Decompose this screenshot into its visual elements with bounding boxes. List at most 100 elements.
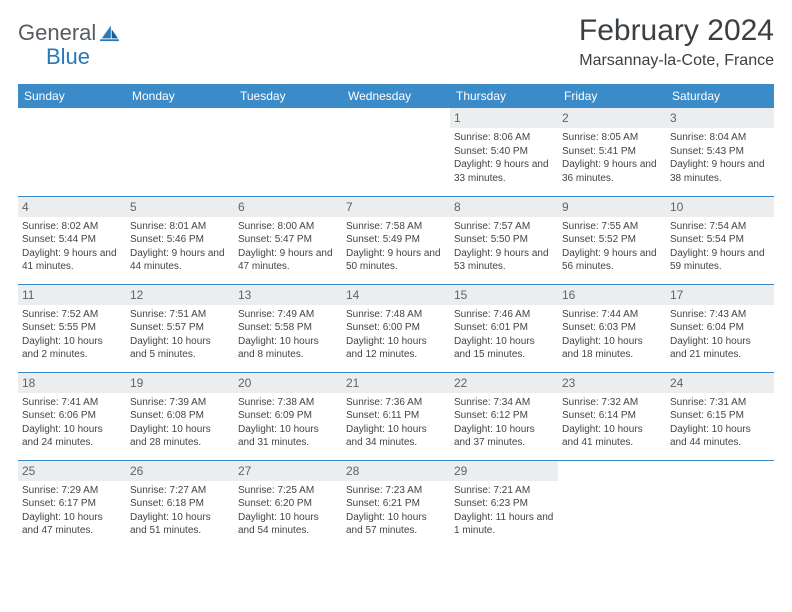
sunset-line: Sunset: 6:17 PM bbox=[22, 497, 122, 511]
sunrise-line: Sunrise: 7:27 AM bbox=[130, 484, 230, 498]
sunrise-line: Sunrise: 8:00 AM bbox=[238, 220, 338, 234]
sunrise-line: Sunrise: 8:04 AM bbox=[670, 131, 770, 145]
daylight-line: Daylight: 10 hours and 37 minutes. bbox=[454, 423, 554, 450]
brand-word-1: General bbox=[18, 20, 96, 46]
calendar-day-cell: 9Sunrise: 7:55 AMSunset: 5:52 PMDaylight… bbox=[558, 196, 666, 284]
weekday-header: Tuesday bbox=[234, 84, 342, 108]
sunset-line: Sunset: 5:49 PM bbox=[346, 233, 446, 247]
daylight-line: Daylight: 9 hours and 38 minutes. bbox=[670, 158, 770, 185]
calendar-day-cell: 24Sunrise: 7:31 AMSunset: 6:15 PMDayligh… bbox=[666, 372, 774, 460]
daylight-line: Daylight: 10 hours and 24 minutes. bbox=[22, 423, 122, 450]
sunrise-line: Sunrise: 7:54 AM bbox=[670, 220, 770, 234]
sunset-line: Sunset: 6:00 PM bbox=[346, 321, 446, 335]
sunrise-line: Sunrise: 7:55 AM bbox=[562, 220, 662, 234]
sunset-line: Sunset: 5:54 PM bbox=[670, 233, 770, 247]
sunset-line: Sunset: 5:57 PM bbox=[130, 321, 230, 335]
brand-logo: General bbox=[18, 20, 122, 46]
sunrise-line: Sunrise: 7:43 AM bbox=[670, 308, 770, 322]
day-number: 28 bbox=[342, 461, 450, 481]
sunrise-line: Sunrise: 8:06 AM bbox=[454, 131, 554, 145]
day-number: 2 bbox=[558, 108, 666, 128]
sunset-line: Sunset: 6:06 PM bbox=[22, 409, 122, 423]
daylight-line: Daylight: 10 hours and 51 minutes. bbox=[130, 511, 230, 538]
weekday-header: Sunday bbox=[18, 84, 126, 108]
daylight-line: Daylight: 9 hours and 44 minutes. bbox=[130, 247, 230, 274]
day-number: 12 bbox=[126, 285, 234, 305]
calendar-day-cell: 5Sunrise: 8:01 AMSunset: 5:46 PMDaylight… bbox=[126, 196, 234, 284]
sunset-line: Sunset: 5:44 PM bbox=[22, 233, 122, 247]
calendar-week-row: 25 Sunrise: 7:29 AMSunset: 6:17 PM Dayligh… bbox=[18, 460, 774, 548]
calendar-day-cell: 13Sunrise: 7:49 AMSunset: 5:58 PMDayligh… bbox=[234, 284, 342, 372]
day-number: 27 bbox=[234, 461, 342, 481]
day-number: 21 bbox=[342, 373, 450, 393]
day-number: 4 bbox=[18, 197, 126, 217]
daylight-line: Daylight: 10 hours and 2 minutes. bbox=[22, 335, 122, 362]
sunset-line: Sunset: 5:41 PM bbox=[562, 145, 662, 159]
day-number: 7 bbox=[342, 197, 450, 217]
daylight-line: Daylight: 9 hours and 36 minutes. bbox=[562, 158, 662, 185]
daylight-line: Daylight: 10 hours and 31 minutes. bbox=[238, 423, 338, 450]
calendar-day-cell bbox=[558, 460, 666, 548]
calendar-day-cell: 23Sunrise: 7:32 AMSunset: 6:14 PMDayligh… bbox=[558, 372, 666, 460]
daylight-line: Daylight: 9 hours and 47 minutes. bbox=[238, 247, 338, 274]
calendar-day-cell: 4Sunrise: 8:02 AMSunset: 5:44 PMDaylight… bbox=[18, 196, 126, 284]
day-number: 13 bbox=[234, 285, 342, 305]
calendar-day-cell: 15Sunrise: 7:46 AMSunset: 6:01 PMDayligh… bbox=[450, 284, 558, 372]
daylight-line: Daylight: 9 hours and 50 minutes. bbox=[346, 247, 446, 274]
calendar-day-cell bbox=[342, 108, 450, 196]
calendar-page: General February 2024 Marsannay-la-Cote,… bbox=[0, 0, 792, 558]
calendar-day-cell: 28Sunrise: 7:23 AMSunset: 6:21 PMDayligh… bbox=[342, 460, 450, 548]
calendar-day-cell: 20Sunrise: 7:38 AMSunset: 6:09 PMDayligh… bbox=[234, 372, 342, 460]
calendar-header-row: SundayMondayTuesdayWednesdayThursdayFrid… bbox=[18, 84, 774, 108]
calendar-day-cell: 27Sunrise: 7:25 AMSunset: 6:20 PMDayligh… bbox=[234, 460, 342, 548]
day-number: 26 bbox=[126, 461, 234, 481]
calendar-day-cell: 21Sunrise: 7:36 AMSunset: 6:11 PMDayligh… bbox=[342, 372, 450, 460]
sunrise-line: Sunrise: 7:29 AM bbox=[22, 484, 122, 498]
calendar-day-cell: 16Sunrise: 7:44 AMSunset: 6:03 PMDayligh… bbox=[558, 284, 666, 372]
month-title: February 2024 bbox=[579, 14, 774, 48]
sunrise-line: Sunrise: 7:21 AM bbox=[454, 484, 554, 498]
day-number: 23 bbox=[558, 373, 666, 393]
day-number: 6 bbox=[234, 197, 342, 217]
day-number: 8 bbox=[450, 197, 558, 217]
calendar-day-cell: 19Sunrise: 7:39 AMSunset: 6:08 PMDayligh… bbox=[126, 372, 234, 460]
brand-word-2: Blue bbox=[46, 44, 90, 69]
day-number: 15 bbox=[450, 285, 558, 305]
sunset-line: Sunset: 6:23 PM bbox=[454, 497, 554, 511]
daylight-line: Daylight: 10 hours and 12 minutes. bbox=[346, 335, 446, 362]
weekday-header: Thursday bbox=[450, 84, 558, 108]
calendar-day-cell: 8Sunrise: 7:57 AMSunset: 5:50 PMDaylight… bbox=[450, 196, 558, 284]
calendar-day-cell: 10Sunrise: 7:54 AMSunset: 5:54 PMDayligh… bbox=[666, 196, 774, 284]
calendar-day-cell bbox=[666, 460, 774, 548]
calendar-day-cell bbox=[18, 108, 126, 196]
day-number: 3 bbox=[666, 108, 774, 128]
calendar-day-cell: 7Sunrise: 7:58 AMSunset: 5:49 PMDaylight… bbox=[342, 196, 450, 284]
calendar-day-cell: 6Sunrise: 8:00 AMSunset: 5:47 PMDaylight… bbox=[234, 196, 342, 284]
calendar-day-cell: 17Sunrise: 7:43 AMSunset: 6:04 PMDayligh… bbox=[666, 284, 774, 372]
calendar-day-cell: 22Sunrise: 7:34 AMSunset: 6:12 PMDayligh… bbox=[450, 372, 558, 460]
calendar-day-cell: 29Sunrise: 7:21 AMSunset: 6:23 PMDayligh… bbox=[450, 460, 558, 548]
sunrise-line: Sunrise: 7:52 AM bbox=[22, 308, 122, 322]
sunset-line: Sunset: 6:21 PM bbox=[346, 497, 446, 511]
daylight-line: Daylight: 10 hours and 41 minutes. bbox=[562, 423, 662, 450]
daylight-line: Daylight: 10 hours and 18 minutes. bbox=[562, 335, 662, 362]
sunset-line: Sunset: 6:15 PM bbox=[670, 409, 770, 423]
sunrise-line: Sunrise: 7:31 AM bbox=[670, 396, 770, 410]
calendar-day-cell: 25Sunrise: 7:29 AMSunset: 6:17 PMDayligh… bbox=[18, 460, 126, 548]
calendar-day-cell: 11Sunrise: 7:52 AMSunset: 5:55 PMDayligh… bbox=[18, 284, 126, 372]
day-number: 25 bbox=[18, 461, 126, 481]
sunset-line: Sunset: 6:14 PM bbox=[562, 409, 662, 423]
day-number: 19 bbox=[126, 373, 234, 393]
calendar-day-cell bbox=[126, 108, 234, 196]
sunrise-line: Sunrise: 7:25 AM bbox=[238, 484, 338, 498]
daylight-line: Daylight: 10 hours and 54 minutes. bbox=[238, 511, 338, 538]
sunset-line: Sunset: 6:04 PM bbox=[670, 321, 770, 335]
sunset-line: Sunset: 5:43 PM bbox=[670, 145, 770, 159]
sunset-line: Sunset: 6:01 PM bbox=[454, 321, 554, 335]
sunset-line: Sunset: 6:11 PM bbox=[346, 409, 446, 423]
sunset-line: Sunset: 5:46 PM bbox=[130, 233, 230, 247]
daylight-line: Daylight: 11 hours and 1 minute. bbox=[454, 511, 554, 538]
weekday-header: Friday bbox=[558, 84, 666, 108]
day-number: 5 bbox=[126, 197, 234, 217]
day-number: 22 bbox=[450, 373, 558, 393]
